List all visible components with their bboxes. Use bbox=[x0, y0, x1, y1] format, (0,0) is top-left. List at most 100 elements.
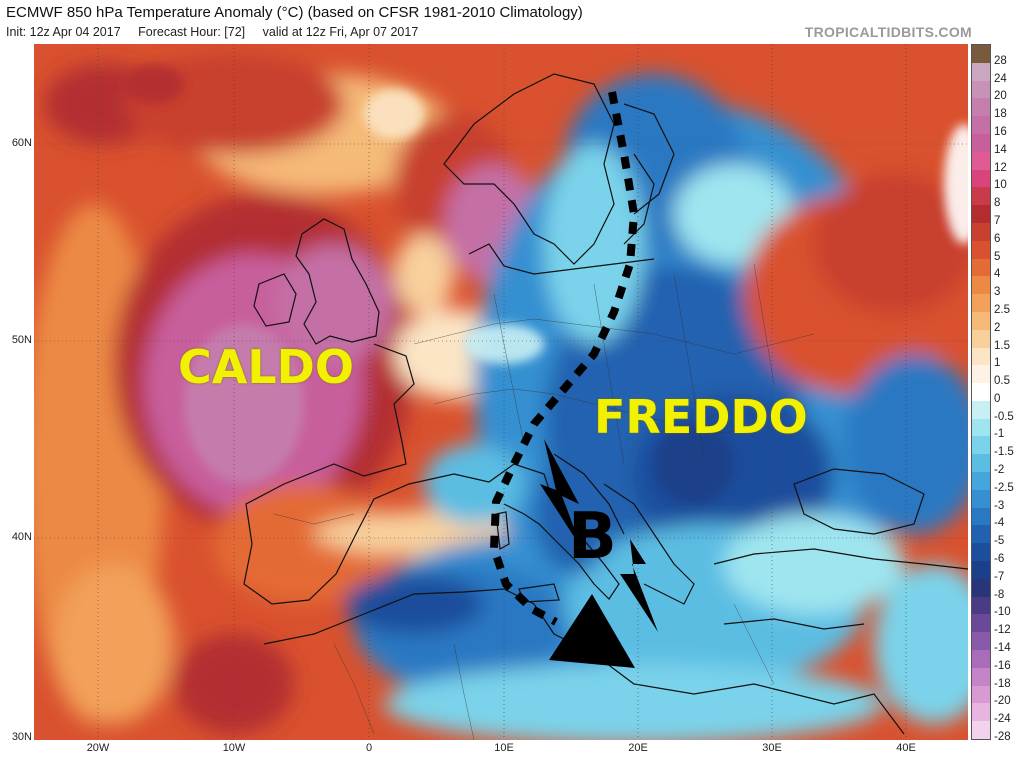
colorbar-swatch bbox=[972, 543, 990, 562]
colorbar-label: 20 bbox=[994, 90, 1007, 103]
colorbar-label: -1.5 bbox=[994, 446, 1014, 459]
colorbar-label: 7 bbox=[994, 214, 1001, 227]
colorbar-label: 2.5 bbox=[994, 303, 1010, 316]
colorbar-label: 10 bbox=[994, 179, 1007, 192]
colorbar-label: -2 bbox=[994, 464, 1005, 477]
colorbar-label: 0.5 bbox=[994, 375, 1010, 388]
colorbar-swatch bbox=[972, 721, 990, 740]
colorbar-label: -5 bbox=[994, 535, 1005, 548]
colorbar-swatch bbox=[972, 258, 990, 277]
lon-label: 10W bbox=[222, 742, 246, 754]
warning-triangle-icon bbox=[549, 594, 635, 668]
colorbar-label: 0 bbox=[994, 392, 1001, 405]
brand-watermark: TROPICALTIDBITS.COM bbox=[804, 24, 972, 40]
colorbar-swatch bbox=[972, 116, 990, 135]
lat-label: 60N bbox=[11, 137, 32, 149]
colorbar-label: 2 bbox=[994, 321, 1001, 334]
colorbar-swatch bbox=[972, 489, 990, 509]
colorbar-swatch bbox=[972, 98, 990, 117]
anomaly-map bbox=[34, 44, 968, 740]
cold-region-label: FREDDO bbox=[594, 390, 808, 444]
warm-region-label: CALDO bbox=[178, 340, 354, 394]
forecast-hour: Forecast Hour: [72] bbox=[138, 25, 246, 39]
lon-label: 20W bbox=[86, 742, 110, 754]
valid-time: valid at 12z Fri, Apr 07 2017 bbox=[262, 25, 419, 39]
lon-label: 0 bbox=[365, 742, 373, 754]
colorbar-label: -1 bbox=[994, 428, 1005, 441]
colorbar-label: -7 bbox=[994, 570, 1005, 583]
colorbar-swatch bbox=[972, 614, 990, 633]
colorbar-label: -2.5 bbox=[994, 481, 1014, 494]
colorbar-swatch bbox=[972, 62, 990, 82]
init-time: Init: 12z Apr 04 2017 bbox=[6, 25, 121, 39]
map-title: ECMWF 850 hPa Temperature Anomaly (°C) (… bbox=[6, 4, 583, 21]
colorbar-label: -20 bbox=[994, 695, 1011, 708]
colorbar-swatch bbox=[972, 685, 990, 704]
colorbar-swatch bbox=[972, 578, 990, 598]
colorbar-swatch bbox=[972, 667, 990, 687]
colorbar-swatch bbox=[972, 80, 990, 99]
colorbar-label: 28 bbox=[994, 54, 1007, 67]
colorbar-label: 6 bbox=[994, 232, 1001, 245]
lightning-bolt-icon bbox=[540, 439, 582, 549]
trough-line bbox=[489, 91, 639, 626]
colorbar-swatch bbox=[972, 472, 990, 491]
colorbar-label: -8 bbox=[994, 588, 1005, 601]
colorbar-swatch bbox=[972, 454, 990, 473]
colorbar-label: -10 bbox=[994, 606, 1011, 619]
colorbar-swatch bbox=[972, 205, 990, 224]
colorbar-label: 12 bbox=[994, 161, 1007, 174]
colorbar-swatch bbox=[972, 240, 990, 260]
low-pressure-label: B bbox=[568, 500, 617, 574]
colorbar-swatch bbox=[972, 187, 990, 206]
colorbar bbox=[971, 44, 991, 740]
colorbar-label: 14 bbox=[994, 143, 1007, 156]
country-borders bbox=[273, 263, 815, 740]
colorbar-swatch bbox=[972, 329, 990, 348]
map-subtitle: Init: 12z Apr 04 2017 Forecast Hour: [72… bbox=[6, 25, 432, 39]
colorbar-swatch bbox=[972, 347, 990, 366]
colorbar-label: 24 bbox=[994, 72, 1007, 85]
colorbar-swatch bbox=[972, 632, 990, 651]
colorbar-swatch bbox=[972, 45, 990, 64]
colorbar-label: -3 bbox=[994, 499, 1005, 512]
colorbar-label: -28 bbox=[994, 731, 1011, 743]
lon-label: 10E bbox=[494, 742, 514, 754]
lat-label: 40N bbox=[11, 531, 32, 543]
colorbar-label: 3 bbox=[994, 286, 1001, 299]
map-svg bbox=[34, 44, 968, 740]
lat-label: 30N bbox=[11, 731, 32, 743]
lightning-bolt-icon bbox=[620, 539, 658, 632]
colorbar-label: -0.5 bbox=[994, 410, 1014, 423]
colorbar-label: -18 bbox=[994, 677, 1011, 690]
colorbar-swatch bbox=[972, 561, 990, 580]
colorbar-label: 1.5 bbox=[994, 339, 1010, 352]
colorbar-swatch bbox=[972, 703, 990, 722]
colorbar-swatch bbox=[972, 400, 990, 420]
colorbar-label: -16 bbox=[994, 659, 1011, 672]
colorbar-label: -12 bbox=[994, 624, 1011, 637]
colorbar-label: 4 bbox=[994, 268, 1001, 281]
colorbar-label: -4 bbox=[994, 517, 1005, 530]
colorbar-swatch bbox=[972, 222, 990, 242]
colorbar-label: 18 bbox=[994, 108, 1007, 121]
colorbar-label: 5 bbox=[994, 250, 1001, 263]
colorbar-label: 1 bbox=[994, 357, 1001, 370]
colorbar-label: -24 bbox=[994, 713, 1011, 726]
graticule bbox=[34, 44, 968, 740]
lon-label: 20E bbox=[628, 742, 648, 754]
colorbar-swatch bbox=[972, 507, 990, 526]
lon-label: 40E bbox=[896, 742, 916, 754]
colorbar-label: -6 bbox=[994, 553, 1005, 566]
colorbar-swatch bbox=[972, 596, 990, 615]
lat-label: 50N bbox=[11, 334, 32, 346]
colorbar-swatch bbox=[972, 311, 990, 331]
colorbar-label: -14 bbox=[994, 642, 1011, 655]
colorbar-swatch bbox=[972, 436, 990, 455]
colorbar-swatch bbox=[972, 294, 990, 313]
lon-label: 30E bbox=[762, 742, 782, 754]
colorbar-label: 16 bbox=[994, 125, 1007, 138]
colorbar-swatch bbox=[972, 276, 990, 295]
colorbar-swatch bbox=[972, 525, 990, 544]
colorbar-swatch bbox=[972, 151, 990, 171]
